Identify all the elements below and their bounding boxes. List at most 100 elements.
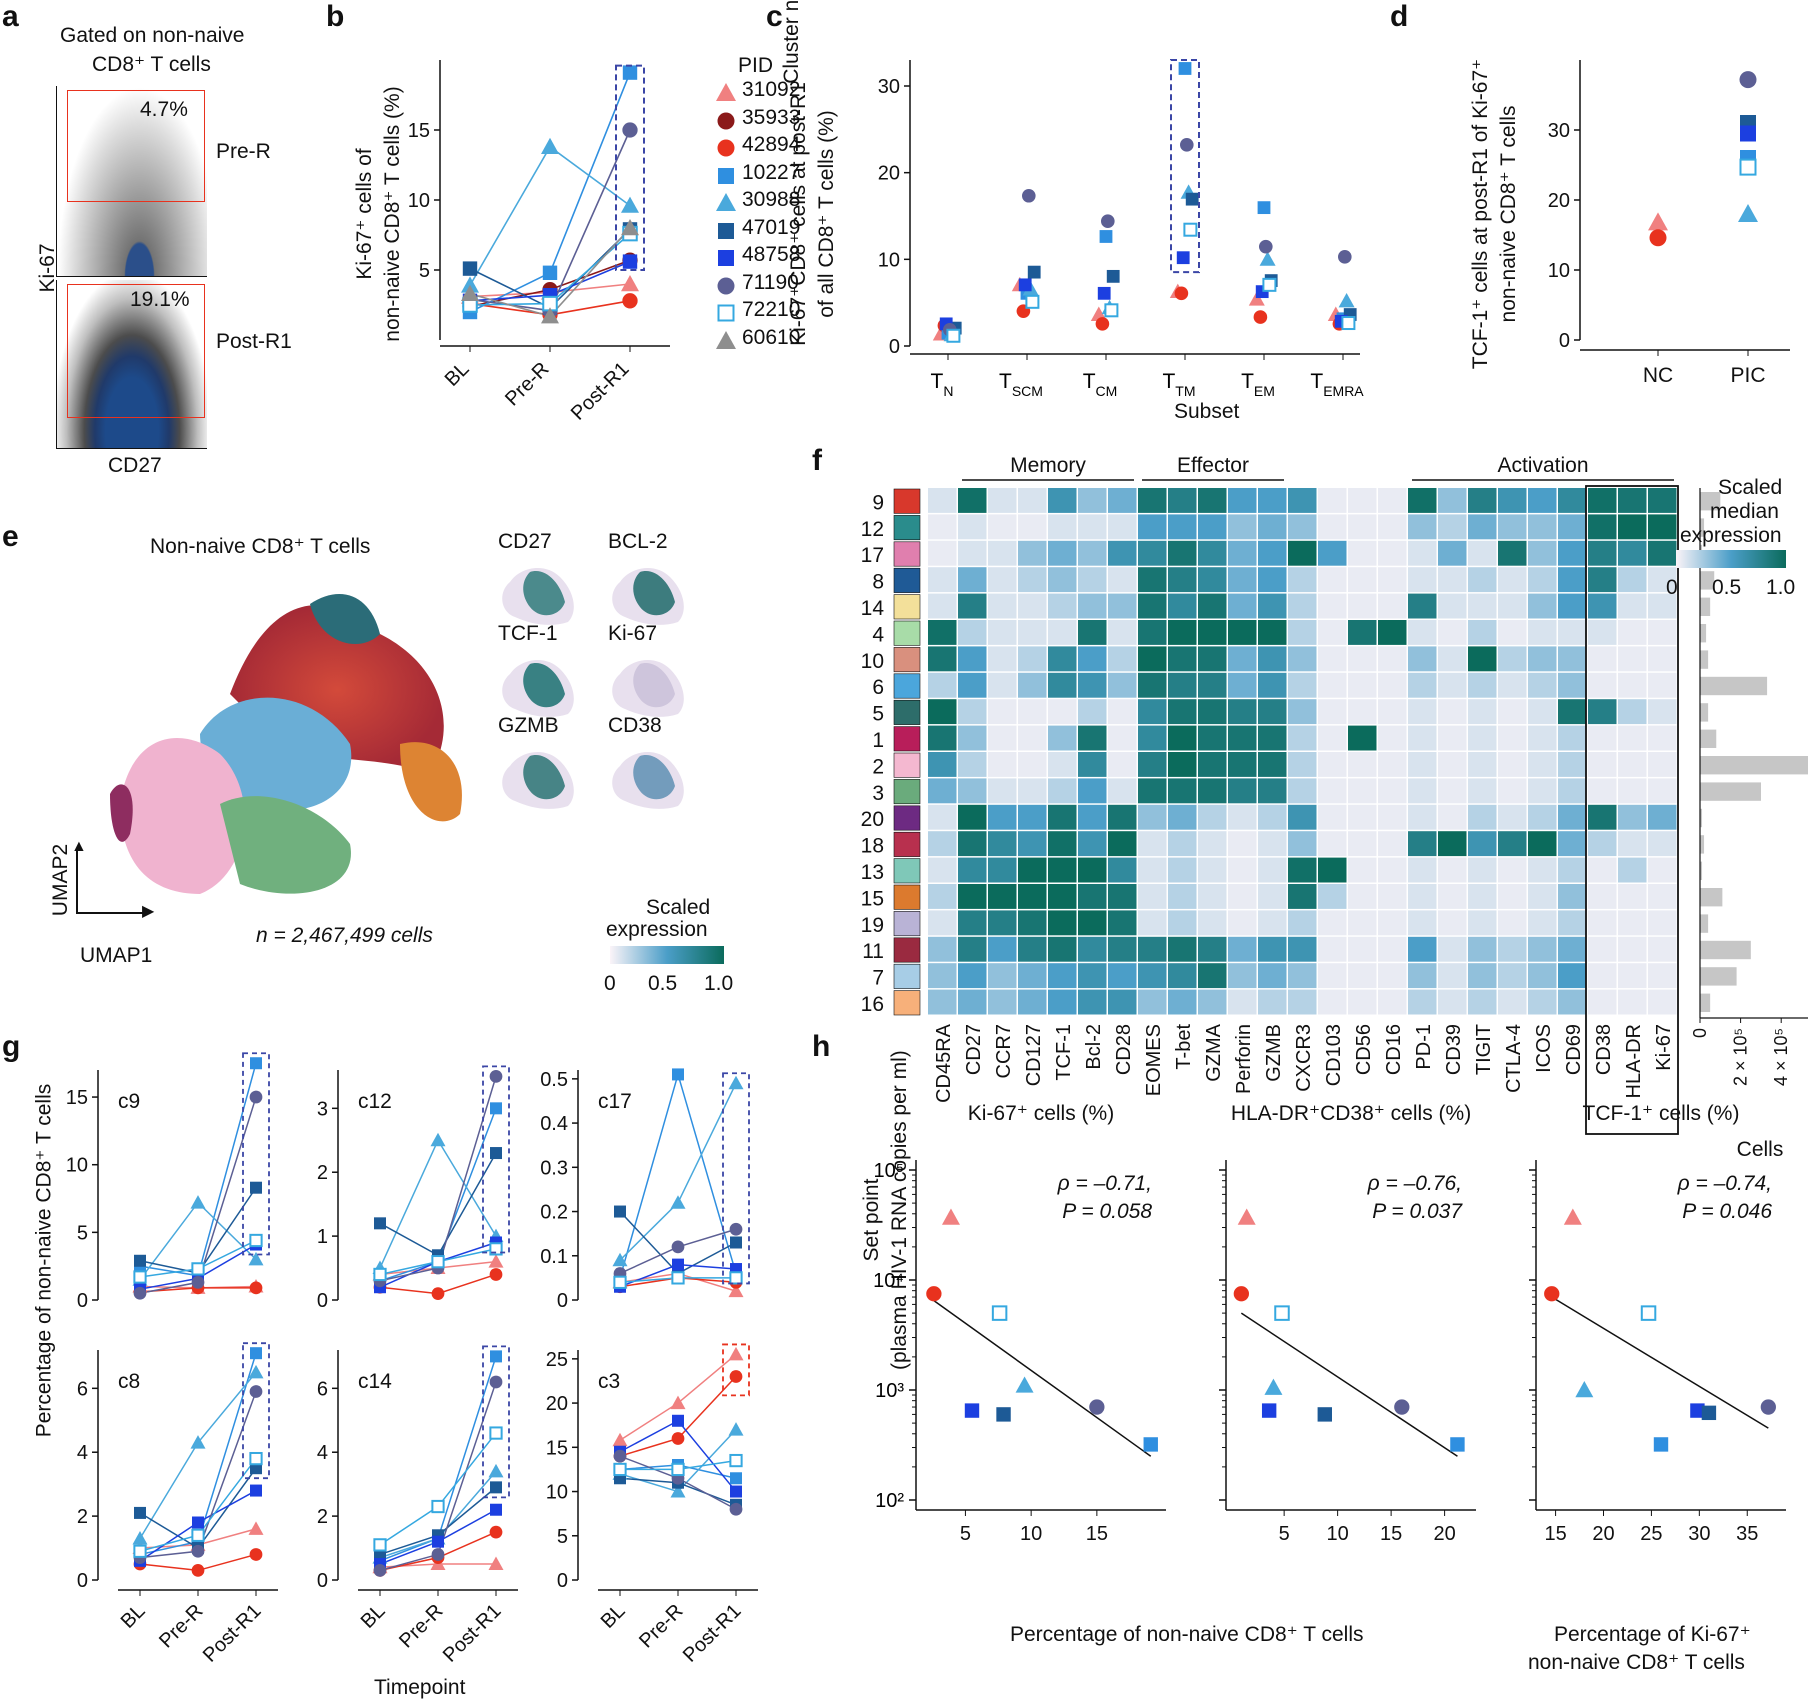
data-point-30988 [132,1530,148,1545]
heatmap-cell [1108,989,1137,1015]
heatmap-cell [1078,778,1107,804]
heatmap-cell [1528,936,1557,962]
y-tick-label: 1 [317,1226,328,1248]
heatmap-cell [1078,989,1107,1015]
heatmap-cell [1228,567,1257,593]
heatmap-cell [1078,699,1107,725]
panel-b-legend: PID 31092 35933 42894 10227 30988 47019 48758 7… [714,54,824,353]
data-point-10227 [1099,230,1113,243]
data-point-48758 [192,1516,204,1529]
heatmap-cell [1318,804,1347,830]
heatmap-cell [1438,936,1467,962]
heatmap-cell [1648,725,1677,751]
data-point-30988 [488,1463,504,1478]
cluster-label: 12 [861,518,884,541]
y-tick-label: 0 [557,1570,568,1592]
heatmap-cell [1258,593,1287,619]
heatmap-cell [1198,725,1227,751]
cluster-swatch [893,937,921,963]
heatmap-cell [1618,593,1647,619]
heatmap-cell [1168,514,1197,540]
heatmap-cell [1558,672,1587,698]
cells-bar [1700,940,1751,960]
legend-marker [716,83,736,101]
heatmap-cell [1168,778,1197,804]
heatmap-cell [1168,620,1197,645]
cells-bar [1700,597,1711,616]
legend-label: 35933 [742,105,801,129]
cluster-swatch [893,726,921,752]
heatmap-cell [1228,910,1257,936]
data-point-72210 [613,1275,627,1289]
panel-label-a: a [2,0,19,33]
cells-bar [1700,624,1707,643]
cells-bar [1700,835,1705,854]
heatmap-cell [1048,540,1077,566]
data-point-42894 [249,1281,263,1295]
data-point-72210 [613,1462,627,1477]
y-tick-label: 2 [317,1506,328,1528]
data-point-71190 [133,1286,147,1300]
heatmap-cell [958,725,987,751]
heatmap-cell [1498,540,1527,566]
heatmap-cell [1498,778,1527,804]
heatmap-cell [1138,620,1167,645]
panel-f-heatmap: Memory Effector Activation9121781441065123… [861,454,1808,1161]
data-point-72210 [191,1262,205,1276]
heatmap-cell [1588,778,1617,804]
heatmap-cell [1558,488,1587,513]
panel-e-axes [76,848,148,914]
heatmap-cell [1258,910,1287,936]
heatmap-cell [1288,593,1317,619]
heatmap-cell [988,804,1017,830]
rho-label: ρ = –0.74, [1677,1172,1772,1195]
cluster-label: 10 [861,650,884,673]
heatmap-cell [1498,936,1527,962]
heatmap-cell [1498,488,1527,513]
heatmap-cell [1108,514,1137,540]
heatmap-cell [1138,725,1167,751]
panel-d-chart: 0 10 20 30 NC PIC [1548,60,1790,387]
heatmap-cell [1558,910,1587,936]
heatmap-cell [988,514,1017,540]
heatmap-cell [1078,646,1107,672]
heatmap-cell [1018,778,1047,804]
heatmap-cell [1138,567,1167,593]
cluster-label: 3 [872,782,884,805]
marker-column-label: CD16 [1383,1024,1405,1075]
data-point-72210 [431,1499,445,1514]
heatmap-cell [1588,593,1617,619]
cluster-swatch [893,488,921,514]
highlight-box [482,1345,510,1499]
y-tick-label: 0.1 [540,1246,568,1268]
heatmap-cell [1588,620,1617,645]
panel-e-axis-x: UMAP1 [80,944,153,967]
heatmap-cell [1618,567,1647,593]
heatmap-cell [1438,831,1467,857]
heatmap-cell [1468,646,1497,672]
heatmap-cell [1378,936,1407,962]
heatmap-cell [1588,936,1617,962]
heatmap-cell [1138,989,1167,1015]
data-point-48758 [432,1535,444,1548]
panel-e-axis-y: UMAP2 [49,843,72,917]
heatmap-cell [1288,804,1317,830]
heatmap-cell [1318,936,1347,962]
panel-e-scale-bar [610,946,724,964]
y-tick-label: 0 [77,1290,88,1312]
data-point-48758 [964,1403,980,1418]
heatmap-cell [988,672,1017,698]
data-point-10227 [250,1347,262,1360]
heatmap-cell [1018,857,1047,883]
data-point-71190 [622,122,638,138]
data-point-10227 [490,1102,502,1115]
cluster-label: 1 [872,729,884,752]
cluster-label: 14 [861,597,885,620]
heatmap-cell [1528,884,1557,909]
data-point-47019 [490,1147,502,1160]
cluster-label: 19 [861,914,884,937]
heatmap-cell [1078,884,1107,909]
heatmap-cell [1048,910,1077,936]
heatmap-cell [1588,514,1617,540]
data-point-71190 [1338,250,1352,264]
